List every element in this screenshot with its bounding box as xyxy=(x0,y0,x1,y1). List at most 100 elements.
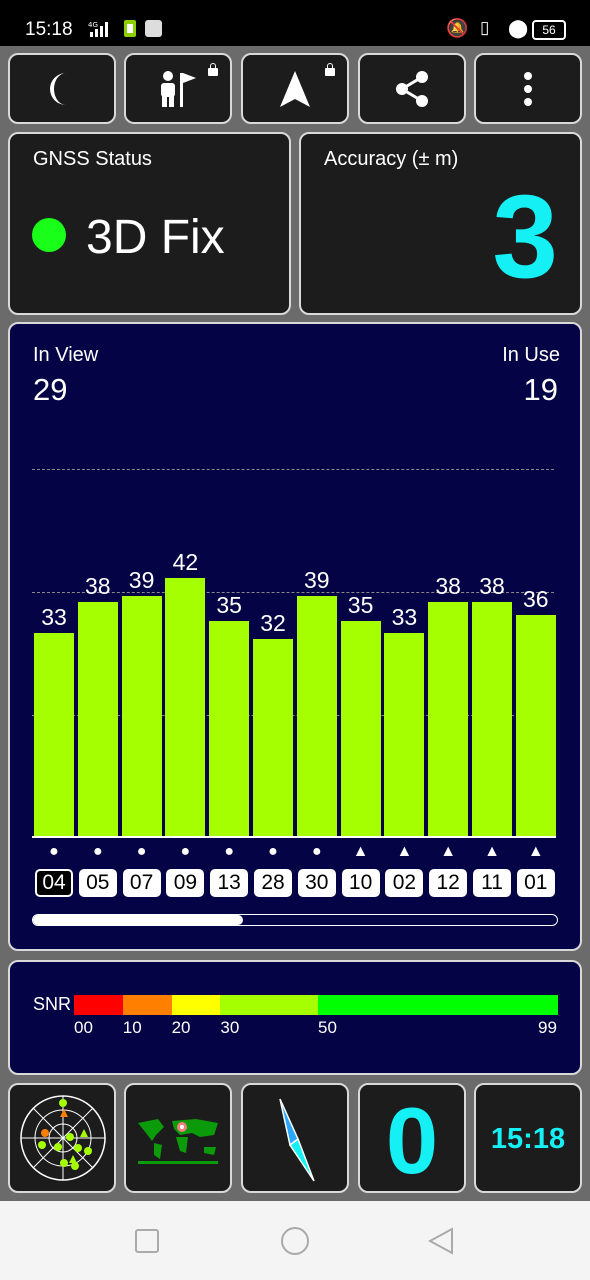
sky-radar-tile[interactable] xyxy=(8,1083,116,1193)
satellite-prn-label[interactable]: 04 xyxy=(35,869,73,897)
snr-value-label: 39 xyxy=(304,567,330,594)
snr-color-segment xyxy=(122,995,172,1015)
accuracy-label: Accuracy (± m) xyxy=(324,148,459,170)
snr-bar xyxy=(472,602,512,836)
snr-tick-label: 20 xyxy=(171,1018,191,1037)
snr-tick-label: 50 xyxy=(318,1018,337,1037)
moon-icon xyxy=(50,72,66,105)
speed-value: 0 xyxy=(385,1088,439,1193)
constellation-triangle-icon: ▲ xyxy=(440,843,457,860)
grid-line xyxy=(32,469,554,470)
snr-tick-label: 30 xyxy=(220,1018,240,1037)
world-map-icon xyxy=(138,1119,218,1164)
snr-value-label: 36 xyxy=(523,585,549,612)
more-vertical-icon xyxy=(524,71,532,106)
constellation-circle-icon: ● xyxy=(180,843,191,860)
satellite-prn-label[interactable]: 30 xyxy=(297,869,336,897)
constellation-circle-icon: ● xyxy=(311,843,322,860)
snr-tick-label: 10 xyxy=(122,1018,142,1037)
sky-radar-icon xyxy=(20,1095,106,1181)
snr-value-label: 38 xyxy=(435,573,461,600)
network-type: 4G xyxy=(88,21,98,29)
night-mode-button[interactable] xyxy=(8,53,116,124)
lock-icon xyxy=(325,63,335,76)
snr-bar xyxy=(121,596,162,836)
snr-bar xyxy=(296,596,337,836)
square-icon[interactable] xyxy=(134,1228,160,1254)
snr-bar xyxy=(340,620,381,836)
fix-indicator-dot xyxy=(32,218,66,252)
snr-color-segment xyxy=(171,995,221,1015)
snr-color-segment xyxy=(318,995,558,1015)
snr-bar xyxy=(428,602,469,836)
navigation-button[interactable] xyxy=(241,53,349,124)
satellite-prn-label[interactable]: 01 xyxy=(516,869,555,897)
satellite-prn-label[interactable]: 13 xyxy=(210,869,249,897)
constellation-triangle-icon: ▲ xyxy=(484,843,500,860)
satellite-prn-label[interactable]: 12 xyxy=(429,869,468,897)
satellite-prn-label[interactable]: 28 xyxy=(254,869,292,897)
snr-color-segment xyxy=(220,995,318,1015)
scroll-thumb[interactable] xyxy=(33,915,243,925)
snr-value-label: 42 xyxy=(172,548,199,575)
in-use-label: In Use xyxy=(502,344,560,366)
constellation-circle-icon: ● xyxy=(49,843,59,860)
satellite-prn-label[interactable]: 02 xyxy=(385,869,424,897)
mute-vibrate-icon: 🔕 xyxy=(446,18,469,38)
location-icon: ⬤ xyxy=(508,18,529,38)
lock-icon xyxy=(208,63,218,76)
status-bar: 15:18 4G 🔕 ▯ ⬤ 56 xyxy=(0,0,590,46)
snr-legend-panel xyxy=(8,960,582,1075)
snr-value-label: 33 xyxy=(41,604,67,631)
world-map-tile[interactable] xyxy=(124,1083,232,1193)
scroll-track[interactable] xyxy=(32,914,558,926)
snr-value-label: 38 xyxy=(85,573,111,600)
recording-button[interactable] xyxy=(124,53,232,124)
snr-label: SNR xyxy=(33,994,72,1014)
share-icon xyxy=(396,70,428,107)
satellite-prn-label[interactable]: 05 xyxy=(78,869,117,897)
speed-tile[interactable]: 0 xyxy=(358,1083,466,1193)
gnss-status-tile[interactable]: GNSS Status 3D Fix xyxy=(8,132,291,315)
snr-bar xyxy=(209,620,250,836)
snr-bar xyxy=(165,577,206,836)
constellation-triangle-icon: ▲ xyxy=(527,843,544,860)
vibrate-icon: ▯ xyxy=(480,18,490,37)
bars-baseline xyxy=(32,836,556,838)
snr-value-label: 33 xyxy=(391,604,418,631)
snr-bar xyxy=(77,602,118,836)
compass-tile[interactable] xyxy=(241,1083,349,1193)
constellation-circle-icon: ● xyxy=(92,843,103,860)
snr-bar xyxy=(384,633,425,836)
person-flag-icon xyxy=(161,70,196,107)
more-menu-button[interactable] xyxy=(474,53,582,124)
status-time: 15:18 xyxy=(25,19,73,40)
fix-status-value: 3D Fix xyxy=(86,211,225,264)
snr-value-label: 35 xyxy=(347,591,374,618)
accuracy-tile[interactable]: Accuracy (± m) 3 xyxy=(299,132,582,315)
back-triangle-icon[interactable] xyxy=(428,1227,454,1255)
constellation-circle-icon: ● xyxy=(268,843,278,860)
accuracy-value: 3 xyxy=(492,171,558,303)
satellite-prn-label[interactable]: 10 xyxy=(341,869,380,897)
snr-tick-label: 99 xyxy=(538,1018,557,1037)
grid-line xyxy=(32,715,554,716)
snr-value-label: 35 xyxy=(216,591,242,618)
in-use-count: 19 xyxy=(523,372,558,407)
constellation-triangle-icon: ▲ xyxy=(352,843,369,860)
circle-icon[interactable] xyxy=(280,1226,310,1256)
in-view-label: In View xyxy=(33,344,99,366)
constellation-circle-icon: ● xyxy=(136,843,147,860)
snr-bar xyxy=(34,633,74,836)
snr-value-label: 38 xyxy=(479,573,505,600)
snr-bar xyxy=(515,614,556,836)
satellite-prn-label[interactable]: 11 xyxy=(473,869,511,897)
snr-color-segment xyxy=(74,995,123,1015)
share-button[interactable] xyxy=(358,53,466,124)
clock-tile[interactable]: 15:18 xyxy=(474,1083,582,1193)
satellite-prn-label[interactable]: 09 xyxy=(166,869,205,897)
constellation-triangle-icon: ▲ xyxy=(396,843,413,860)
satellite-prn-label[interactable]: 07 xyxy=(122,869,161,897)
snr-value-label: 39 xyxy=(128,567,155,594)
signal-icon: 4G xyxy=(88,20,168,43)
